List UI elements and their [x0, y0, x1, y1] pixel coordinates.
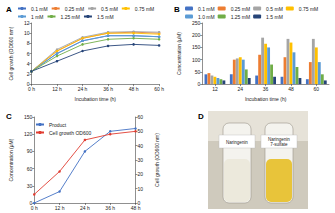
- svg-text:8: 8: [27, 40, 30, 46]
- svg-text:1.5 mM: 1.5 mM: [266, 14, 283, 20]
- svg-text:Concentration (μM): Concentration (μM): [176, 32, 182, 75]
- svg-text:250: 250: [192, 20, 201, 26]
- svg-text:50: 50: [138, 128, 144, 134]
- svg-text:150: 150: [24, 114, 33, 120]
- svg-text:30: 30: [27, 183, 33, 189]
- svg-text:1 mM: 1 mM: [31, 14, 44, 20]
- svg-text:0 h: 0 h: [31, 205, 38, 211]
- svg-text:1.25 mM: 1.25 mM: [61, 14, 80, 20]
- svg-text:0.5 mM: 0.5 mM: [266, 6, 283, 12]
- svg-text:2: 2: [27, 71, 30, 77]
- svg-text:A: A: [6, 5, 12, 14]
- svg-text:36 h: 36 h: [105, 205, 115, 211]
- svg-text:100: 100: [192, 57, 201, 63]
- svg-text:Cell growth (OD600 nm): Cell growth (OD600 nm): [8, 26, 14, 80]
- svg-text:B: B: [174, 5, 180, 14]
- svg-text:0.5 mM: 0.5 mM: [101, 6, 118, 12]
- svg-text:36: 36: [263, 86, 269, 92]
- svg-text:150: 150: [192, 44, 201, 50]
- svg-text:Incubation time (h): Incubation time (h): [75, 96, 117, 102]
- svg-text:30: 30: [138, 157, 144, 163]
- svg-text:0.25 mM: 0.25 mM: [231, 6, 250, 12]
- svg-text:4: 4: [27, 61, 30, 67]
- svg-text:Naringenin: Naringenin: [226, 140, 248, 145]
- svg-text:Incubation time (h): Incubation time (h): [245, 96, 287, 102]
- svg-text:0.75 mM: 0.75 mM: [299, 6, 318, 12]
- svg-text:10: 10: [138, 186, 144, 192]
- svg-text:120: 120: [24, 131, 33, 137]
- svg-text:1.25 mM: 1.25 mM: [231, 14, 250, 20]
- svg-text:200: 200: [192, 32, 201, 38]
- svg-text:0: 0: [137, 200, 141, 206]
- svg-text:90: 90: [27, 148, 33, 154]
- svg-text:60 h: 60 h: [154, 86, 164, 92]
- svg-text:6: 6: [27, 51, 30, 57]
- svg-text:24 h: 24 h: [78, 86, 88, 92]
- svg-text:0.1 mM: 0.1 mM: [31, 6, 48, 12]
- svg-text:Cell growth (OD600 nm): Cell growth (OD600 nm): [154, 133, 160, 187]
- svg-text:12: 12: [24, 20, 30, 26]
- svg-text:C: C: [6, 112, 12, 121]
- svg-text:12 h: 12 h: [52, 86, 62, 92]
- svg-text:48: 48: [288, 86, 294, 92]
- svg-text:0.25 mM: 0.25 mM: [65, 6, 84, 12]
- svg-text:12: 12: [212, 86, 218, 92]
- svg-text:20: 20: [138, 171, 144, 177]
- svg-text:40: 40: [138, 143, 144, 149]
- svg-text:36 h: 36 h: [103, 86, 113, 92]
- svg-text:24 h: 24 h: [80, 205, 90, 211]
- svg-text:50: 50: [195, 69, 201, 75]
- svg-text:Cell growth OD600: Cell growth OD600: [49, 130, 91, 136]
- svg-text:0 h: 0 h: [28, 86, 35, 92]
- svg-text:0: 0: [197, 81, 200, 87]
- svg-text:1.5 mM: 1.5 mM: [97, 14, 114, 20]
- svg-text:60: 60: [138, 114, 144, 120]
- svg-text:0.75 mM: 0.75 mM: [135, 6, 154, 12]
- svg-text:Product: Product: [49, 122, 67, 128]
- svg-text:1.0 mM: 1.0 mM: [198, 14, 215, 20]
- svg-text:24: 24: [237, 86, 243, 92]
- svg-text:60: 60: [314, 86, 320, 92]
- svg-text:48 h: 48 h: [131, 205, 141, 211]
- svg-text:0: 0: [29, 200, 33, 206]
- svg-text:0: 0: [26, 81, 30, 88]
- svg-text:12 h: 12 h: [55, 205, 65, 211]
- svg-text:Concentration (μM): Concentration (μM): [8, 138, 14, 181]
- svg-text:60: 60: [27, 166, 33, 172]
- svg-text:Naringenin7-sulfate: Naringenin7-sulfate: [268, 137, 290, 147]
- svg-text:10: 10: [24, 30, 30, 36]
- svg-text:0.1 mM: 0.1 mM: [198, 6, 215, 12]
- svg-text:48 h: 48 h: [129, 86, 139, 92]
- svg-text:D: D: [198, 112, 204, 121]
